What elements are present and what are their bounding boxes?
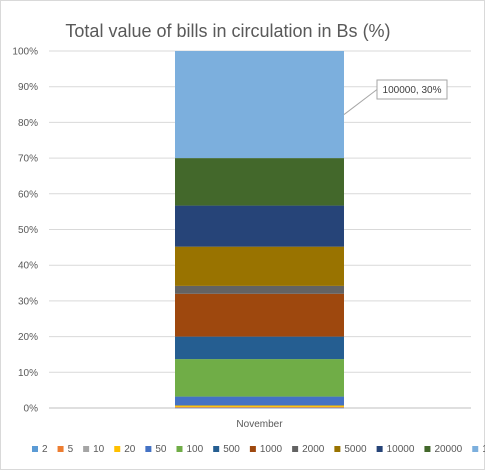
- legend-item-2: 2: [32, 444, 48, 455]
- y-tick-label: 10%: [18, 368, 38, 379]
- y-tick-label: 30%: [18, 296, 38, 307]
- bar-segment-500: [175, 336, 344, 360]
- x-axis-categories: November: [236, 419, 283, 430]
- legend-swatch: [83, 446, 90, 452]
- legend-label: 10000: [387, 444, 415, 455]
- legend-item-50: 50: [145, 444, 167, 455]
- legend-swatch: [32, 446, 38, 452]
- y-tick-label: 90%: [18, 82, 38, 93]
- bar-segment-50: [175, 396, 344, 406]
- bar-segment-5: [175, 407, 344, 409]
- legend-swatch: [213, 446, 220, 452]
- bar-segment-100000: [175, 51, 344, 159]
- legend-item-20: 20: [114, 444, 136, 455]
- legend-swatch: [57, 446, 64, 452]
- y-tick-label: 80%: [18, 118, 38, 129]
- legend-item-10: 10: [83, 444, 105, 455]
- bar-segment-2: [175, 407, 344, 409]
- legend-label: 5: [68, 444, 74, 455]
- data-callout: 100000, 30%: [343, 79, 448, 115]
- legend-swatch: [292, 446, 299, 452]
- legend: 2 5 10 20 50 100 500 1000 2000 5000 10000 20000 1000…: [32, 444, 485, 455]
- y-tick-label: 40%: [18, 261, 38, 272]
- callout-label: 100000, 30%: [383, 85, 442, 96]
- legend-item-5: 5: [57, 444, 74, 455]
- legend-item-100: 100: [176, 444, 204, 455]
- legend-label: 2000: [302, 444, 325, 455]
- legend-label: 1000: [260, 444, 283, 455]
- bar-segment-20: [175, 405, 344, 407]
- legend-item-500: 500: [213, 444, 240, 455]
- callout-leader: [343, 89, 378, 115]
- legend-swatch: [334, 446, 341, 452]
- y-tick-label: 70%: [18, 154, 38, 165]
- x-tick-label: November: [236, 419, 283, 430]
- callout-box: [376, 79, 448, 100]
- legend-swatch: [145, 446, 152, 452]
- legend-swatch: [472, 446, 479, 452]
- legend-item-5000: 5000: [334, 444, 367, 455]
- legend-swatch: [376, 446, 383, 452]
- legend-label: 500: [223, 444, 240, 455]
- legend-label: 20: [124, 444, 136, 455]
- legend-label: 5000: [344, 444, 367, 455]
- y-tick-label: 0%: [24, 404, 39, 415]
- bar-segment-20000: [175, 158, 344, 206]
- legend-swatch: [114, 446, 121, 452]
- legend-item-20000: 20000: [424, 444, 463, 455]
- legend-swatch: [424, 446, 431, 452]
- y-tick-label: 20%: [18, 332, 38, 343]
- y-tick-label: 60%: [18, 189, 38, 200]
- legend-item-10000: 10000: [376, 444, 415, 455]
- legend-label: 10: [93, 444, 105, 455]
- legend-item-1000: 1000: [249, 444, 283, 455]
- legend-swatch: [249, 446, 256, 452]
- legend-label: 20000: [434, 444, 462, 455]
- chart-title: Total value of bills in circulation in B…: [65, 21, 390, 41]
- bar-segment-2000: [175, 285, 344, 294]
- bar-segment-1000: [175, 293, 344, 337]
- bar-segment-10000: [175, 205, 344, 247]
- legend-item-100000: 100000: [472, 444, 485, 455]
- legend-label: 50: [155, 444, 167, 455]
- legend-label: 100000: [482, 444, 485, 455]
- y-axis-ticks: 0% 10% 20% 30% 40% 50% 60% 70% 80% 90% 100%: [12, 47, 38, 415]
- y-tick-label: 100%: [12, 47, 38, 58]
- legend-swatch: [176, 446, 183, 452]
- legend-label: 100: [187, 444, 204, 455]
- legend-item-2000: 2000: [292, 444, 325, 455]
- legend-label: 2: [42, 444, 48, 455]
- bar-segment-100: [175, 359, 344, 397]
- bar-segment-5000: [175, 246, 344, 286]
- y-tick-label: 50%: [18, 225, 38, 236]
- bar-segments: [175, 51, 344, 409]
- bar-segment-10: [175, 406, 344, 408]
